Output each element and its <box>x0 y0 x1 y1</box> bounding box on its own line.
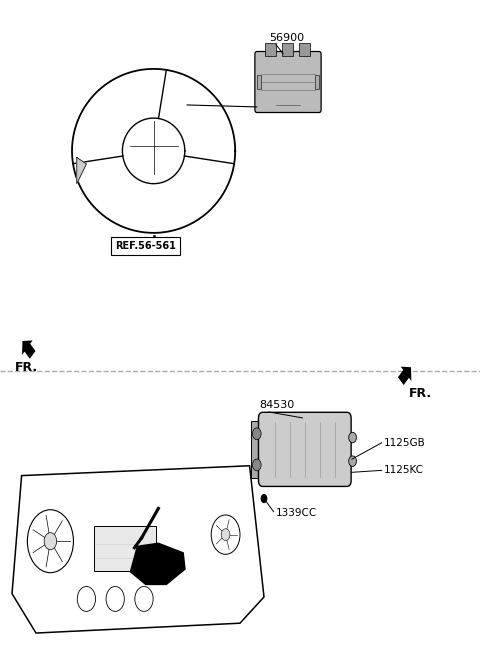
Polygon shape <box>398 367 411 385</box>
Circle shape <box>44 533 57 550</box>
Bar <box>265 43 276 56</box>
Text: 1339CC: 1339CC <box>276 508 317 518</box>
Circle shape <box>348 432 356 443</box>
Text: 1125GB: 1125GB <box>384 438 426 448</box>
Circle shape <box>77 586 96 611</box>
Circle shape <box>211 515 240 554</box>
Text: FR.: FR. <box>15 361 38 374</box>
FancyBboxPatch shape <box>258 412 351 487</box>
Text: 56900: 56900 <box>269 33 304 43</box>
Polygon shape <box>12 466 264 633</box>
Bar <box>251 421 263 478</box>
Text: REF.56-561: REF.56-561 <box>115 241 176 251</box>
Bar <box>282 43 293 56</box>
Polygon shape <box>22 340 36 359</box>
Circle shape <box>106 586 124 611</box>
Text: 1125KC: 1125KC <box>384 465 424 476</box>
Text: FR.: FR. <box>409 387 432 400</box>
Bar <box>315 75 319 89</box>
Circle shape <box>348 456 356 466</box>
Polygon shape <box>130 543 186 585</box>
Bar <box>299 43 310 56</box>
Circle shape <box>261 494 267 503</box>
Circle shape <box>252 459 261 471</box>
Text: 84530: 84530 <box>259 400 294 410</box>
Polygon shape <box>77 157 86 184</box>
Circle shape <box>221 529 230 541</box>
Bar <box>257 75 261 89</box>
Circle shape <box>135 586 153 611</box>
Bar <box>94 526 156 571</box>
FancyBboxPatch shape <box>255 51 321 113</box>
Circle shape <box>27 510 73 573</box>
Circle shape <box>252 428 261 440</box>
